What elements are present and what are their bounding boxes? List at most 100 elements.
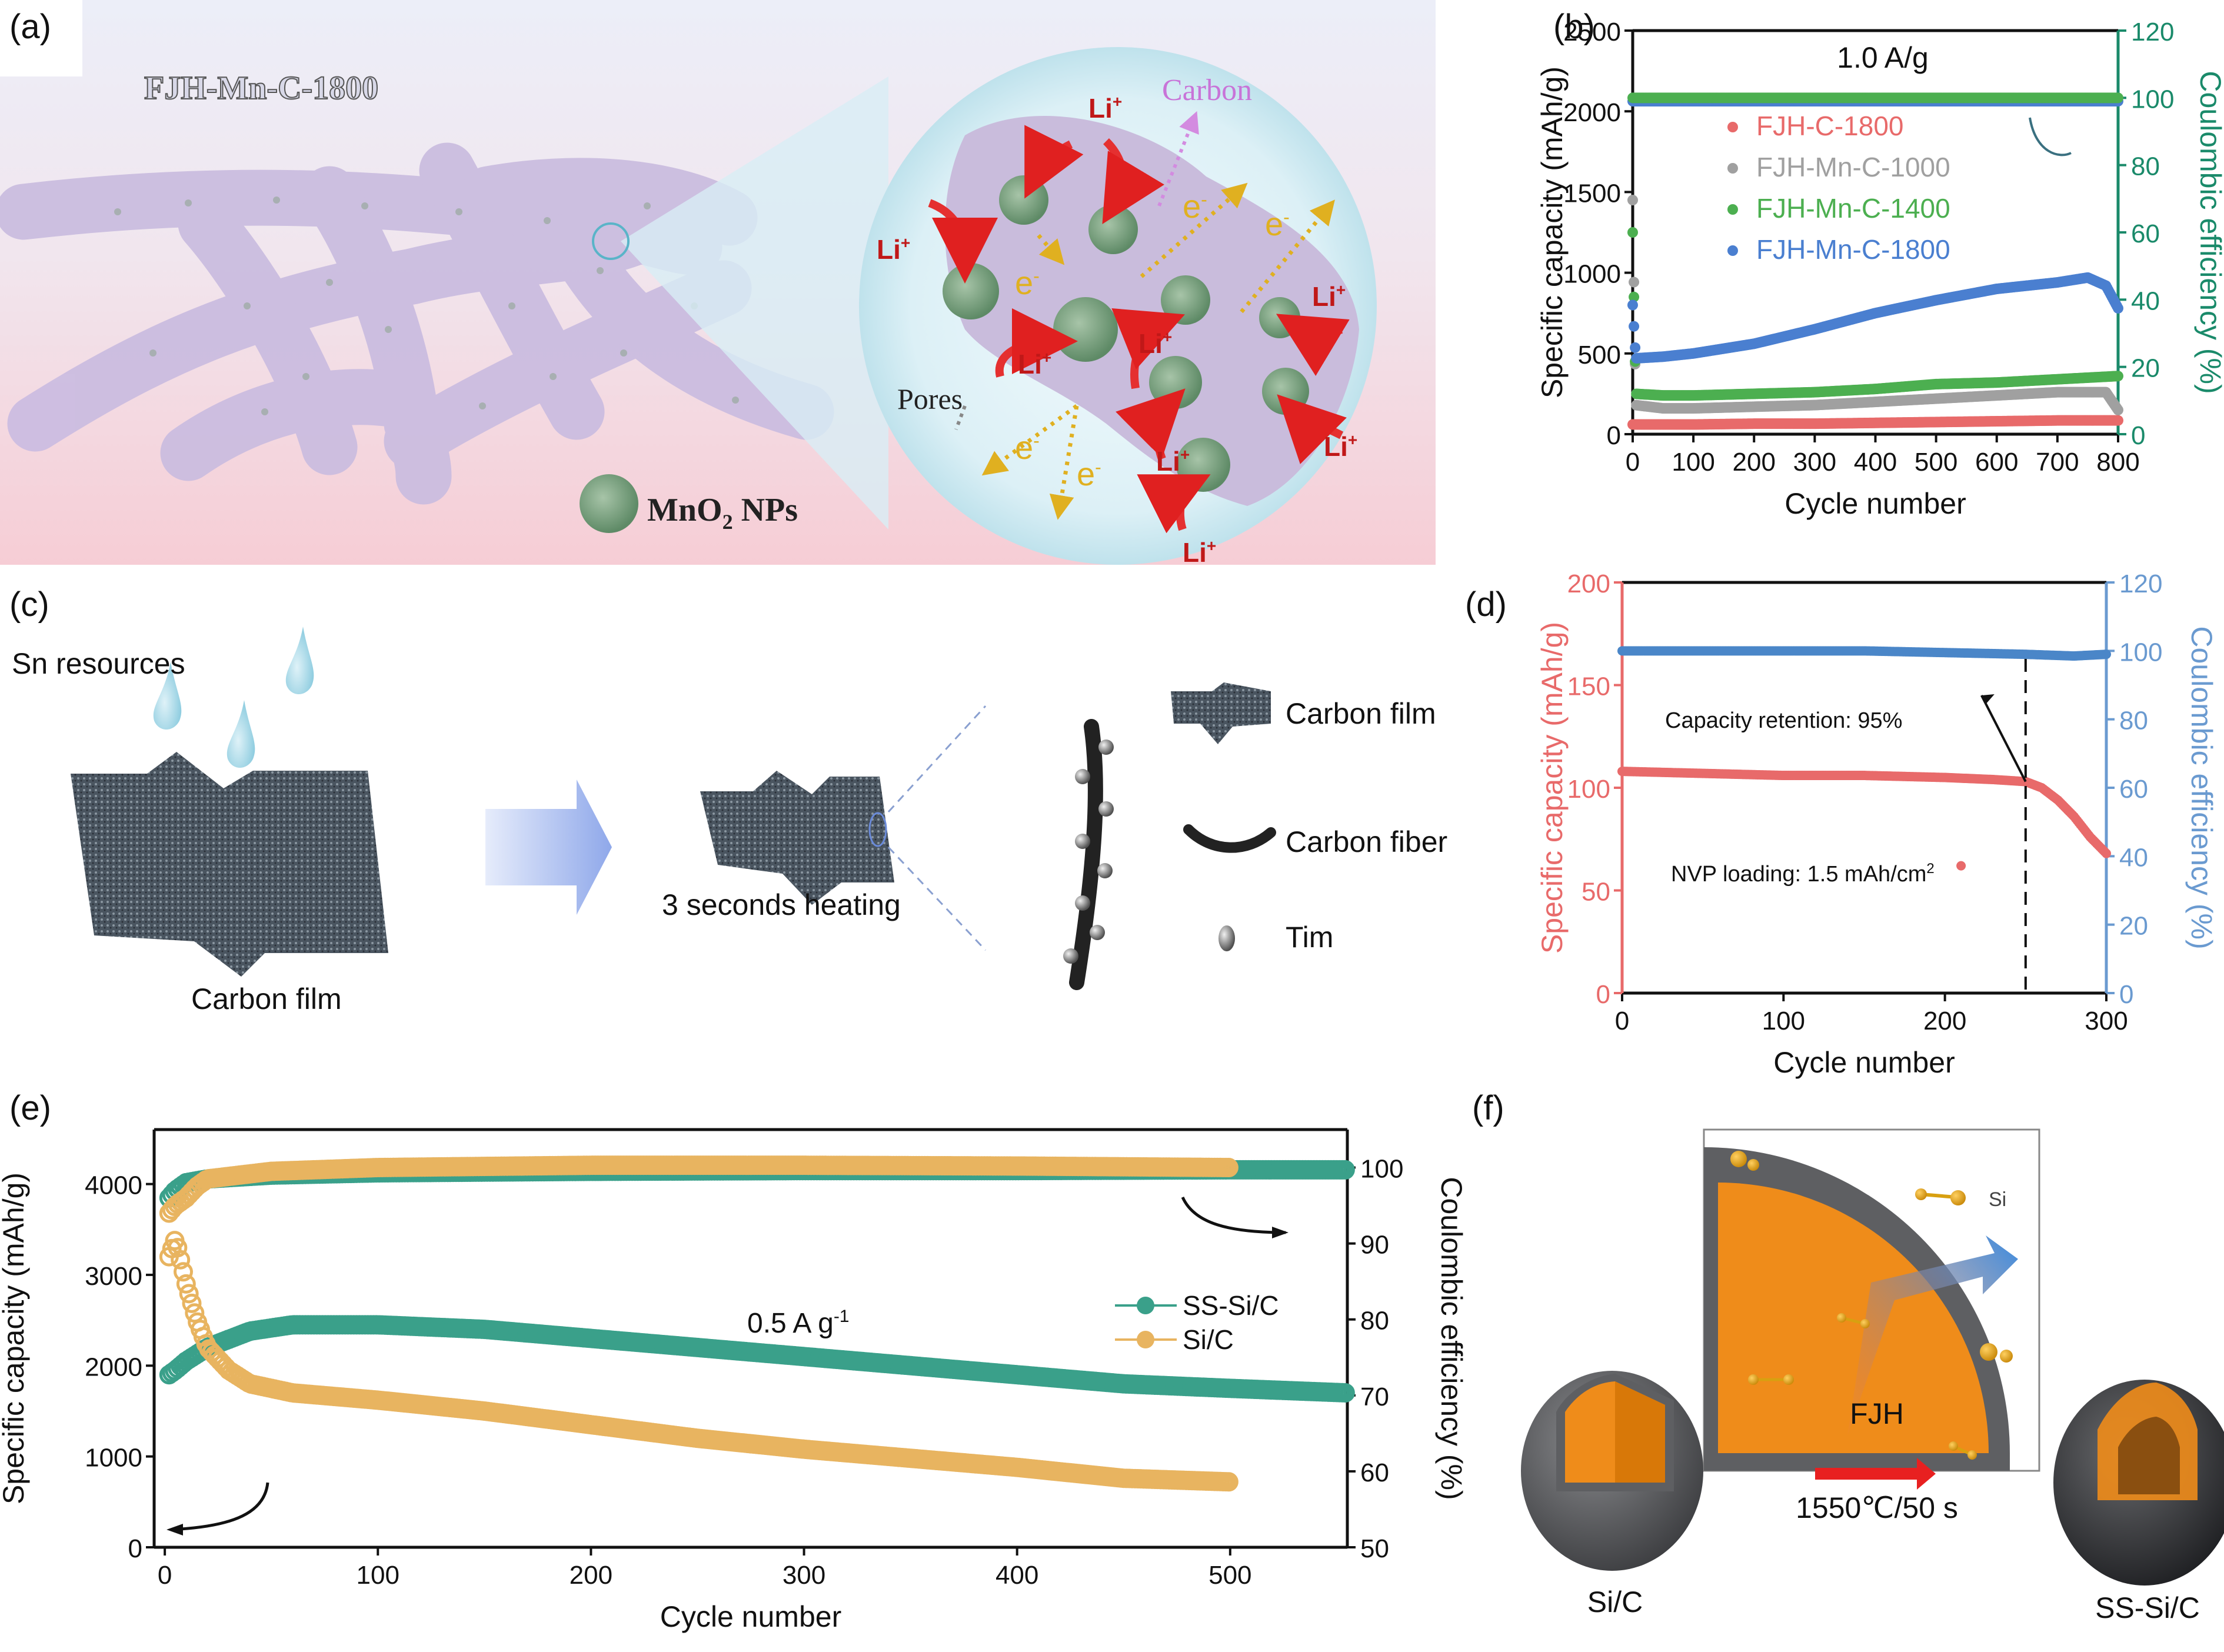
legend-label: FJH-C-1800 (1756, 111, 1904, 141)
y-tick-label: 0 (1607, 421, 1621, 450)
series-ce-fjh-mn-c-1400 (1627, 92, 2123, 104)
panel-c: Sn resources Carbon film 3 seconds heati… (0, 565, 1500, 1083)
legend-label: FJH-Mn-C-1800 (1756, 234, 1950, 265)
y-tick-label: 2000 (85, 1353, 142, 1381)
left-axis-pointer-arrow-icon (170, 1482, 269, 1531)
y2-tick-label: 80 (2131, 152, 2160, 181)
y2-tick-label: 20 (2119, 912, 2148, 941)
legend-label: Si/C (1183, 1324, 1234, 1355)
panel-c-label: (c) (9, 585, 49, 624)
x-tick-label: 100 (357, 1561, 399, 1590)
inset-core (1718, 1183, 1989, 1453)
y2-tick-label: 0 (2131, 421, 2145, 450)
y-tick-label: 1000 (1563, 260, 1621, 289)
label-box (0, 0, 82, 76)
y2-axis-label: Coulombic efficiency (%) (2185, 626, 2218, 949)
y2-tick-label: 90 (1360, 1231, 1389, 1260)
fjh-label: FJH (1850, 1397, 1904, 1430)
data-point (1630, 342, 1641, 353)
y-axis-label: Specific capacity (mAh/g) (1536, 622, 1569, 954)
electron-labels: e- e- e- e- e- (1015, 188, 1290, 492)
panel-f-illustration: Si FJH 1550℃/50 s Si/C SS-Si/C (1521, 1128, 2224, 1624)
carbon-fiber-icon (1183, 824, 1276, 853)
chart-d: 0 100 200 300050100150200020406080100120Cyc… (1536, 569, 2218, 1079)
li-labels: Li+ Li+ Li+ Li+ Li+ Li+ Li+ Li+ (877, 92, 1357, 568)
y-tick-label: 150 (1567, 672, 1610, 701)
nvp-loading-annotation: NVP loading: 1.5 mAh/cm2 (1671, 861, 1935, 887)
li-ion-arrows (928, 125, 1350, 534)
svg-text:e-: e- (1015, 264, 1040, 301)
series-si-c-ce (159, 1155, 1238, 1223)
carbon-film-caption: Carbon film (191, 982, 342, 1015)
retention-arrow-icon (1980, 695, 2027, 782)
x-tick-label: 0 (1615, 1007, 1629, 1035)
current-density-annotation: 1.0 A/g (1837, 41, 1929, 74)
y-tick-label: 2500 (1563, 18, 1621, 46)
y2-tick-label: 40 (2119, 843, 2148, 872)
ss-si-c-label: SS-Si/C (2095, 1591, 2200, 1624)
legend-label: FJH-Mn-C-1000 (1756, 152, 1950, 182)
fjh-arrow-icon (1815, 1458, 1936, 1490)
right-axis-arrowhead-icon (1272, 1227, 1289, 1238)
left-axis-arrowhead-icon (167, 1524, 183, 1536)
data-point (1629, 277, 1640, 288)
x-tick-label: 400 (1854, 448, 1897, 477)
legend-marker (1137, 1331, 1154, 1348)
y2-tick-label: 100 (2119, 638, 2162, 667)
panel-a-label: (a) (9, 8, 51, 46)
right-axis-pointer-arrow-icon (1181, 1196, 1286, 1234)
electron-arrows (981, 182, 1335, 520)
mno2-legend-label: MnO2 NPs (647, 492, 798, 534)
y2-tick-label: 80 (1360, 1307, 1389, 1335)
data-point (173, 1262, 193, 1282)
y2-tick-label: 40 (2131, 287, 2160, 315)
si-c-core-shade (1615, 1381, 1665, 1483)
y2-tick-label: 70 (1360, 1383, 1389, 1411)
x-tick-label: 200 (570, 1561, 612, 1590)
y2-tick-label: 100 (1360, 1155, 1403, 1184)
y-axis-label: Specific capacity (mAh/g) (1536, 66, 1569, 398)
svg-text:Li+: Li+ (1312, 281, 1346, 312)
panel-f: (f) (1471, 1083, 2224, 1649)
si-label: Si (1989, 1188, 2006, 1211)
sn-resources-label: Sn resources (12, 647, 185, 680)
data-point (2102, 848, 2111, 858)
data-point (1627, 195, 1638, 206)
axis-pointer-arrow-icon (2029, 117, 2072, 156)
legend-label: SS-Si/C (1183, 1290, 1279, 1321)
panel-f-label: (f) (1472, 1089, 1504, 1127)
carbon-label: Carbon (1162, 74, 1252, 107)
x-axis-label: Cycle number (1784, 487, 1966, 520)
x-tick-label: 300 (1793, 448, 1836, 477)
fjh-conditions: 1550℃/50 s (1796, 1491, 1958, 1524)
y2-tick-label: 80 (2119, 707, 2148, 735)
data-point (2113, 404, 2123, 415)
svg-text:Li+: Li+ (1324, 431, 1357, 462)
x-tick-label: 500 (1208, 1561, 1251, 1590)
panel-e: (e) 0 100 200 300 400 500 0 1000 2000 3000 4000 50 6… (0, 1083, 1471, 1649)
series-fjh-mn-c-1400 (1627, 227, 2123, 401)
zoom-marker (592, 222, 630, 260)
outlier-point (1956, 861, 1966, 871)
panel-a-illustration: FJH-Mn-C-1800 (0, 0, 1436, 568)
y2-tick-label: 0 (2119, 980, 2133, 1009)
series-coulombic-efficiency (1617, 646, 2111, 661)
y2-tick-label: 60 (1360, 1458, 1389, 1487)
capacity-retention-annotation: Capacity retention: 95% (1665, 708, 1902, 733)
legend-carbon-fiber: Carbon fiber (1286, 825, 1447, 858)
process-arrow-icon (485, 780, 612, 915)
legend-tin: Tim (1286, 921, 1333, 954)
carbon-film-icon (1171, 682, 1271, 744)
y-tick-label: 500 (1578, 341, 1621, 369)
si-c-label: Si/C (1587, 1586, 1643, 1618)
series-specific-capacity (1617, 767, 2111, 858)
data-point (1629, 291, 1640, 302)
data-point (185, 1303, 205, 1323)
y-tick-label: 0 (1596, 980, 1610, 1009)
x-tick-label: 600 (1975, 448, 2018, 477)
x-tick-label: 700 (2036, 448, 2079, 477)
data-point (179, 1284, 199, 1304)
zoom-marker (868, 812, 887, 847)
y2-tick-label: 120 (2119, 569, 2162, 598)
x-tick-label: 800 (2096, 448, 2139, 477)
